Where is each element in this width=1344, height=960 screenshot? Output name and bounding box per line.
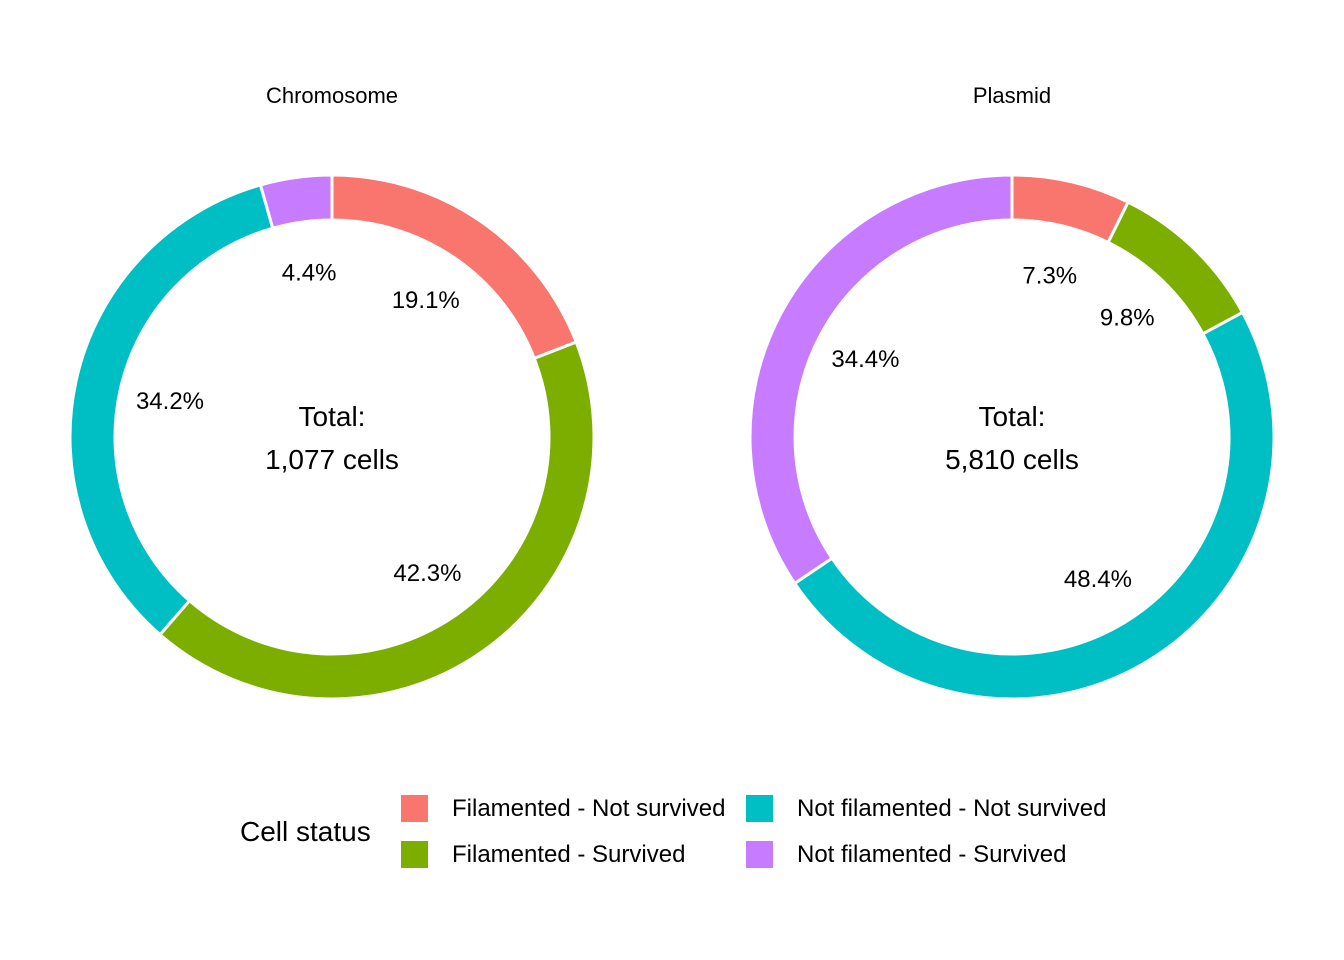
chromosome-slice-filamented-not-survived [330, 173, 579, 361]
chromosome-label-filamented-survived: 42.3% [393, 560, 461, 587]
legend-swatch-not-filamented-not-survived [746, 795, 773, 822]
chromosome-slice-filamented-survived [157, 340, 596, 701]
legend-label-filamented-not-survived: Filamented - Not survived [452, 795, 725, 822]
plasmid-label-not-filamented-not-survived: 48.4% [1064, 566, 1132, 593]
plasmid-label-not-filamented-survived: 34.4% [831, 346, 899, 373]
plasmid-label-filamented-survived: 9.8% [1100, 305, 1155, 332]
legend-swatch-filamented-survived [401, 841, 428, 868]
plasmid-ring [748, 173, 1276, 701]
plasmid-slice-labels: 7.3% 9.8% 48.4% 34.4% [831, 262, 1154, 593]
plasmid-label-filamented-not-survived: 7.3% [1022, 262, 1077, 289]
chromosome-label-not-filamented-not-survived: 34.2% [136, 388, 204, 415]
legend: Cell status Filamented - Not survived Fi… [240, 795, 1106, 868]
legend-label-filamented-survived: Filamented - Survived [452, 841, 685, 868]
legend-label-not-filamented-not-survived: Not filamented - Not survived [797, 795, 1106, 822]
legend-swatch-filamented-not-survived [401, 795, 428, 822]
plasmid-slice-filamented-not-survived [1010, 173, 1131, 245]
plasmid-slice-not-filamented-not-survived [792, 310, 1276, 701]
chromosome-panel-title: Chromosome [266, 83, 398, 108]
chromosome-label-not-filamented-survived: 4.4% [282, 260, 337, 287]
legend-swatch-not-filamented-survived [746, 841, 773, 868]
plasmid-panel: Plasmid 7.3% 9.8% 48.4% 34.4% Total: 5,810 … [748, 83, 1276, 701]
chromosome-ring [68, 173, 596, 701]
plasmid-total-heading: Total: [979, 401, 1046, 432]
legend-label-not-filamented-survived: Not filamented - Survived [797, 841, 1066, 868]
plasmid-panel-title: Plasmid [973, 83, 1051, 108]
chromosome-label-filamented-not-survived: 19.1% [392, 287, 460, 314]
plasmid-total-count: 5,810 cells [945, 444, 1079, 475]
chromosome-total-count: 1,077 cells [265, 444, 399, 475]
chromosome-slice-labels: 19.1% 42.3% 34.2% 4.4% [136, 260, 462, 587]
chromosome-panel: Chromosome 19.1% 42.3% 34.2% 4.4% Total: 1,… [68, 83, 596, 701]
legend-title: Cell status [240, 816, 371, 847]
plasmid-slice-not-filamented-survived [748, 173, 1014, 586]
chromosome-slice-not-filamented-survived [258, 173, 334, 231]
chromosome-total-heading: Total: [299, 401, 366, 432]
